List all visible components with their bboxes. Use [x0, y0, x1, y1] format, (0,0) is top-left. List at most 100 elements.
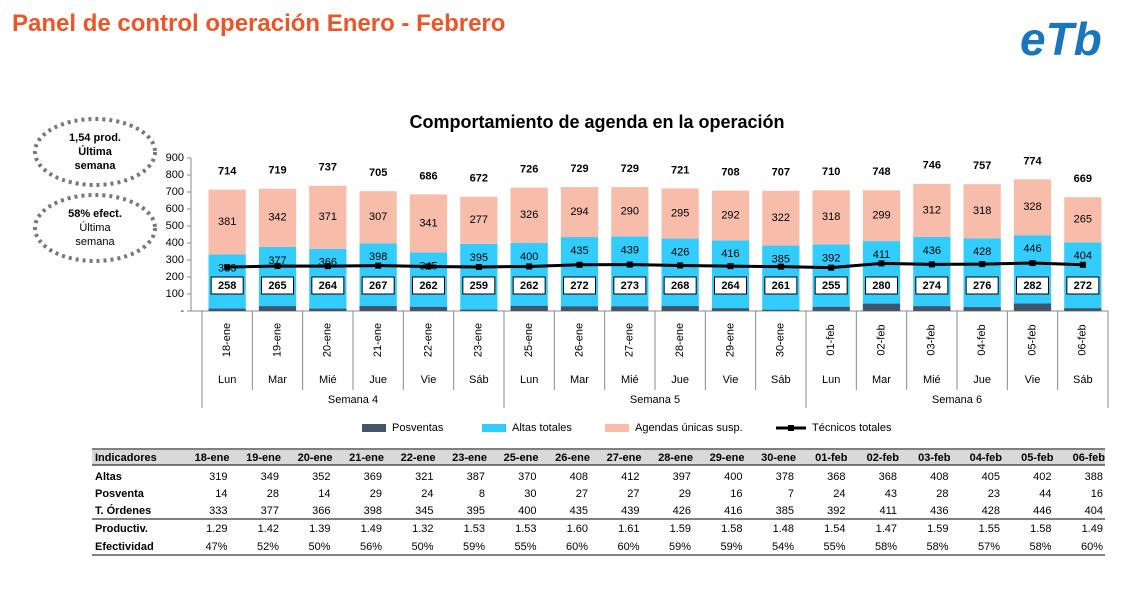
data-label: 261 [772, 280, 790, 292]
table-cell: 395 [467, 505, 485, 517]
table-cell: 58% [875, 541, 897, 553]
marker [375, 262, 382, 269]
x-tick-label: 18-ene [221, 323, 233, 357]
day-label: Mié [621, 374, 639, 386]
table-header: 18-ene [195, 452, 230, 464]
table-header: 22-ene [401, 452, 436, 464]
total-label: 707 [772, 167, 790, 179]
bar [862, 190, 901, 242]
badge-text: 1,54 prod. [69, 132, 121, 144]
label-box [663, 276, 697, 295]
table-cell: 55% [514, 541, 536, 553]
marker [828, 264, 835, 271]
data-label: 312 [923, 204, 941, 216]
table-cell: 412 [621, 471, 639, 483]
table-cell: 59% [463, 541, 485, 553]
data-label: 307 [369, 211, 387, 223]
table-header-bg [92, 450, 1105, 465]
total-label: 746 [923, 160, 941, 172]
table-cell: 1.58 [721, 523, 742, 535]
table-cell: 50% [308, 541, 330, 553]
marker [526, 263, 533, 270]
data-label: 262 [419, 280, 437, 292]
marker [425, 263, 432, 270]
day-label: Sáb [1073, 374, 1093, 386]
data-label: 318 [822, 211, 840, 223]
data-label: 385 [772, 253, 790, 265]
table-cell: 23 [988, 488, 1000, 500]
data-label: 328 [1023, 201, 1041, 213]
table-header: 21-ene [349, 452, 384, 464]
legend-swatch [605, 424, 629, 432]
table-cell: 333 [209, 505, 227, 517]
data-label: 342 [268, 212, 286, 224]
chart-title: Comportamiento de agenda en la operación [409, 112, 784, 132]
table-cell: 1.59 [670, 523, 691, 535]
table-cell: 435 [570, 505, 588, 517]
table-cell: 404 [1085, 505, 1103, 517]
x-tick-label: 23-ene [473, 323, 485, 357]
marker [928, 261, 935, 268]
table-cell: 1.61 [618, 523, 639, 535]
day-label: Sáb [771, 374, 791, 386]
data-label: 276 [973, 280, 991, 292]
data-label: 262 [520, 280, 538, 292]
x-tick-label: 30-ene [775, 323, 787, 357]
table-cell: 44 [1039, 488, 1051, 500]
table-cell: 368 [879, 471, 897, 483]
day-label: Vie [421, 374, 437, 386]
legend-label: Técnicos totales [812, 422, 892, 434]
data-label: 326 [520, 209, 538, 221]
day-label: Jue [973, 374, 991, 386]
label-box [563, 276, 596, 295]
bar [711, 308, 750, 311]
bar [862, 303, 901, 311]
data-label: 280 [872, 280, 890, 292]
bar [1013, 235, 1052, 311]
table-cell: 321 [415, 471, 433, 483]
table-cell: 397 [673, 471, 691, 483]
bar [611, 236, 649, 311]
bar [258, 306, 297, 311]
bar [1013, 303, 1052, 311]
table-cell: 352 [312, 471, 330, 483]
data-label: 341 [419, 217, 437, 229]
legend-label: Agendas únicas susp. [635, 422, 743, 434]
table-cell: 392 [827, 505, 845, 517]
table-cell: 1.48 [773, 523, 794, 535]
marker [727, 263, 734, 270]
legend-label: Altas totales [512, 422, 572, 434]
table-cell: 385 [776, 505, 794, 517]
table-header: 25-ene [504, 452, 539, 464]
table-cell: 29 [370, 488, 382, 500]
table-header: 30-ene [761, 452, 796, 464]
label-box [412, 276, 445, 295]
table-cell: 14 [215, 488, 227, 500]
bar [661, 306, 699, 311]
table-header: 02-feb [867, 452, 900, 464]
data-label: 411 [873, 249, 891, 261]
x-tick-label: 29-ene [724, 323, 736, 357]
day-label: Mié [319, 374, 337, 386]
marker [626, 261, 633, 268]
label-box [1016, 276, 1049, 295]
table-cell: 16 [730, 488, 742, 500]
bar [208, 308, 246, 311]
row-label: T. Órdenes [95, 504, 151, 517]
bar [812, 306, 850, 311]
row-label: Altas [95, 471, 122, 483]
marker [979, 261, 986, 268]
marker [677, 262, 684, 269]
bar [460, 196, 498, 244]
total-label: 721 [671, 164, 689, 176]
label-box [915, 276, 949, 295]
table-cell: 1.39 [309, 523, 330, 535]
table-cell: 27 [576, 488, 588, 500]
label-box [764, 276, 798, 295]
x-tick-label: 04-feb [976, 324, 988, 355]
total-label: 719 [268, 165, 286, 177]
table-cell: 1.32 [412, 523, 433, 535]
data-label: 395 [470, 252, 488, 264]
line [227, 261, 1083, 270]
badge [33, 193, 157, 263]
